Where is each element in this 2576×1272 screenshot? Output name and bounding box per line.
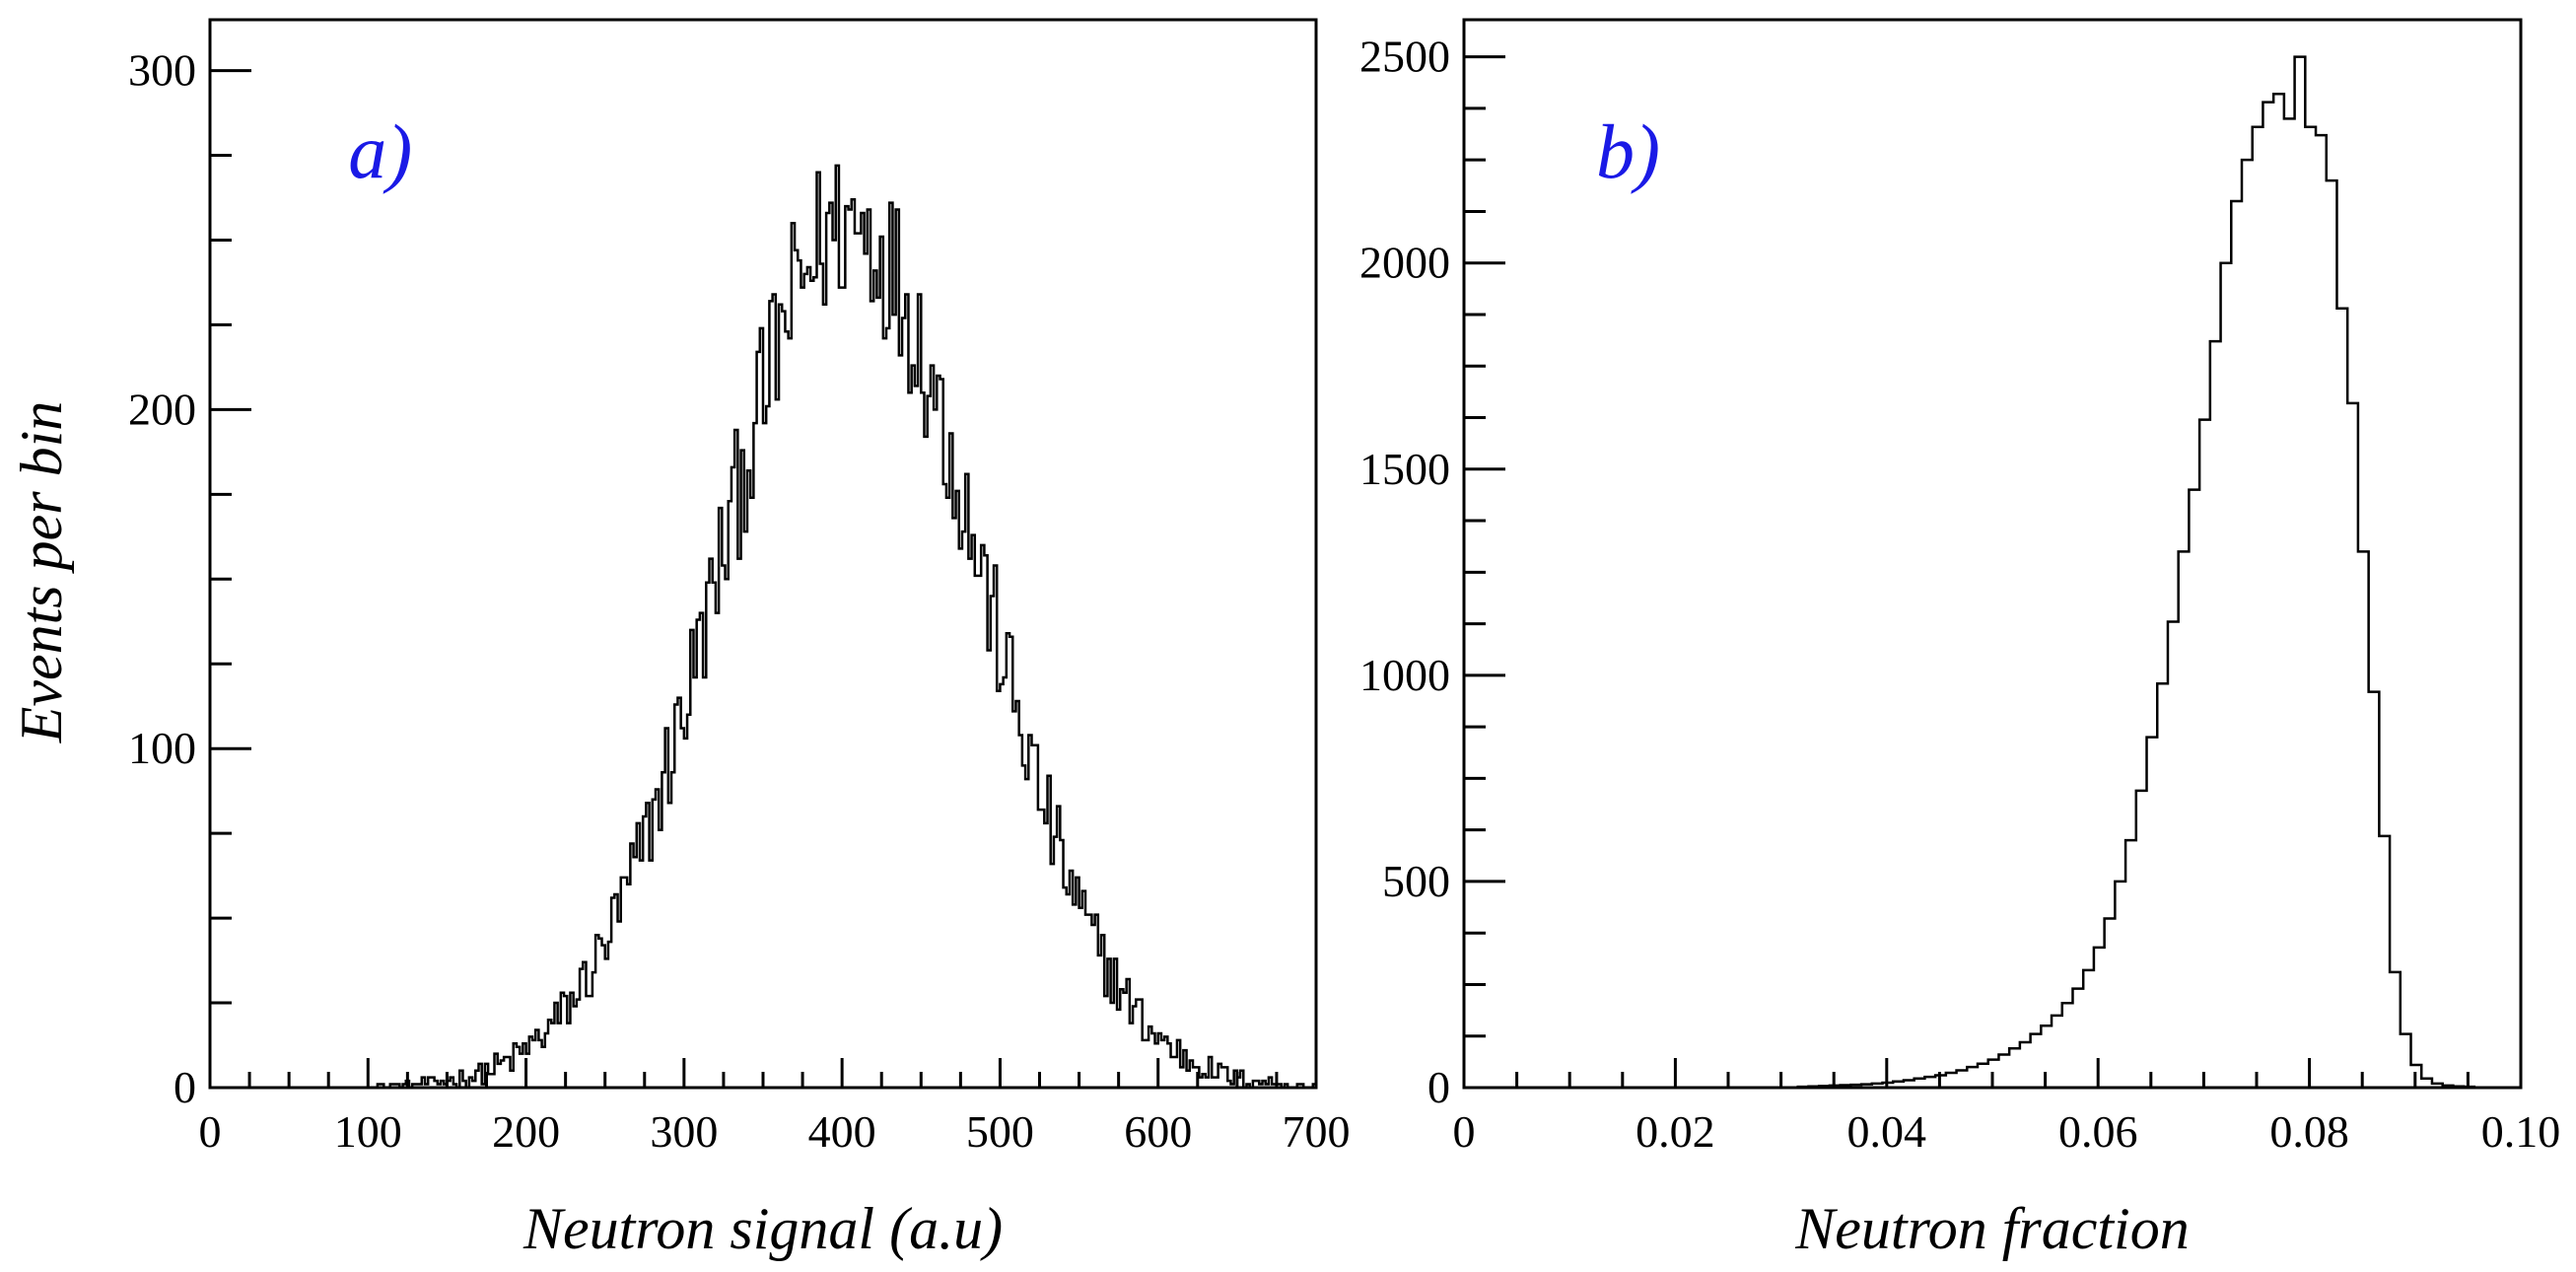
panel-b-neutron-fraction: 0 0.02 0.04 0.06 0.08 0.10 0 500 1000 1500 2000 250… <box>1359 18 2560 1261</box>
panel-b-y-tick-label-1000: 1000 <box>1359 650 1450 700</box>
panel-a-y-tick-label-0: 0 <box>174 1062 196 1112</box>
panel-b-x-tick-label-0p06: 0.06 <box>2058 1106 2138 1157</box>
panel-a-y-tick-label-200: 200 <box>128 384 196 434</box>
panel-a-neutron-signal: 0 100 200 300 400 500 600 700 0 100 200 300 a) Neut… <box>9 18 1351 1261</box>
panel-b-x-tick-label-0p04: 0.04 <box>1847 1106 1927 1157</box>
panel-b-y-tick-label-1500: 1500 <box>1359 444 1450 494</box>
panel-a-x-tick-label-300: 300 <box>650 1106 718 1157</box>
panel-a-x-tick-label-0: 0 <box>199 1106 222 1157</box>
panel-b-ticks <box>1462 55 2523 1090</box>
panel-b-x-tick-label-0: 0 <box>1453 1106 1476 1157</box>
y-axis-title: Events per bin <box>9 401 74 744</box>
panel-a-ticks <box>208 69 1318 1090</box>
panel-a-x-tick-label-200: 200 <box>492 1106 560 1157</box>
panel-a-y-tick-label-300: 300 <box>128 45 196 96</box>
panel-b-histogram <box>1796 55 2476 1089</box>
panel-a-x-tick-label-400: 400 <box>808 1106 876 1157</box>
panel-a-x-tick-label-600: 600 <box>1124 1106 1192 1157</box>
panel-b-x-tick-label-0p08: 0.08 <box>2269 1106 2349 1157</box>
panel-a-x-axis-title: Neutron signal (a.u) <box>522 1196 1003 1261</box>
panel-b-y-tick-label-2000: 2000 <box>1359 238 1450 288</box>
panel-a-y-tick-label-100: 100 <box>128 723 196 773</box>
panel-b-histogram-line <box>1796 55 2476 1089</box>
panel-b-tick-labels: 0 0.02 0.04 0.06 0.08 0.10 0 500 1000 1500 2000 250… <box>1359 32 2560 1157</box>
panel-b-x-tick-label-0p1: 0.10 <box>2481 1106 2561 1157</box>
panel-b-x-axis-title: Neutron fraction <box>1794 1196 2189 1261</box>
panel-a-tick-labels: 0 100 200 300 400 500 600 700 0 100 200 300 <box>128 45 1351 1157</box>
panel-b-y-tick-label-2500: 2500 <box>1359 32 1450 82</box>
panel-a-label: a) <box>348 108 412 194</box>
panel-b-y-tick-label-0: 0 <box>1427 1062 1450 1112</box>
panel-b-y-tick-label-500: 500 <box>1382 856 1450 906</box>
panel-a-x-tick-label-500: 500 <box>966 1106 1034 1157</box>
panel-a-histogram-line <box>368 164 1318 1090</box>
panel-b-label: b) <box>1596 108 1660 194</box>
panel-b-x-tick-label-0p02: 0.02 <box>1636 1106 1715 1157</box>
panel-a-x-tick-label-700: 700 <box>1283 1106 1351 1157</box>
panel-a-histogram <box>368 164 1318 1090</box>
panel-a-x-tick-label-100: 100 <box>334 1106 402 1157</box>
